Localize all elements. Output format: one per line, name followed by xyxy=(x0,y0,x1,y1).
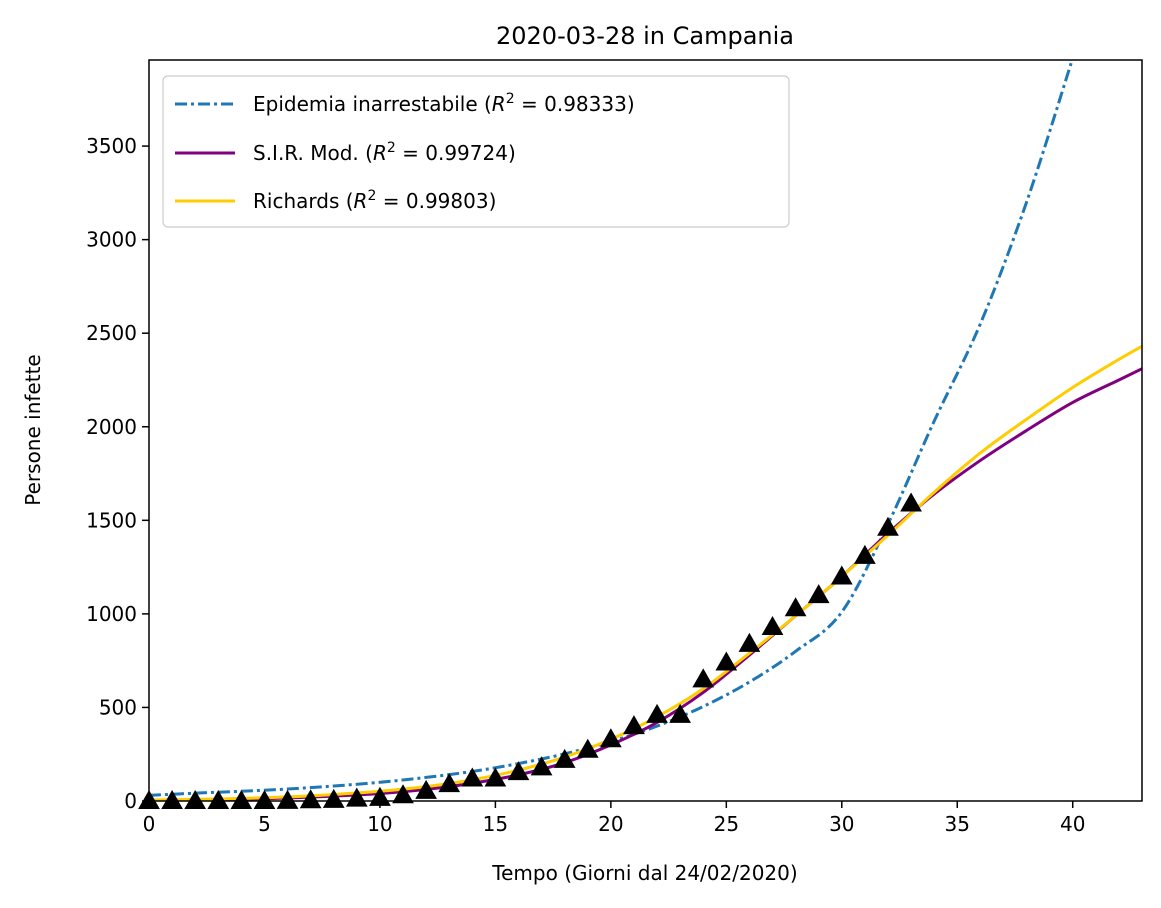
plot-frame xyxy=(148,59,1143,802)
observed-point xyxy=(761,615,784,635)
y-tick-label: 3500 xyxy=(86,134,137,158)
observed-point xyxy=(161,789,183,809)
y-tick-label: 3000 xyxy=(86,228,137,252)
legend-label-richards: Richards xyxy=(253,189,339,213)
legend-label-exponential: Epidemia inarrestabile xyxy=(253,92,478,116)
plot-area xyxy=(138,59,1143,809)
y-tick-label: 2500 xyxy=(86,321,137,345)
observed-point xyxy=(807,584,830,604)
y-axis: 0 500 1000 1500 2000 2500 3000 3500 xyxy=(86,134,149,813)
observed-point xyxy=(392,784,414,804)
observed-point xyxy=(530,756,553,776)
x-tick-label: 25 xyxy=(714,812,739,836)
x-tick-label: 10 xyxy=(367,812,392,836)
x-tick-label: 30 xyxy=(829,812,854,836)
svg-text:Richards (R2 = 0.99803): Richards (R2 = 0.99803) xyxy=(253,188,496,213)
svg-text:S.I.R. Mod. (R2 = 0.99724): S.I.R. Mod. (R2 = 0.99724) xyxy=(253,140,516,165)
x-tick-label: 40 xyxy=(1060,812,1085,836)
x-axis-label: Tempo (Giorni dal 24/02/2020) xyxy=(491,861,797,885)
x-tick-label: 5 xyxy=(258,812,271,836)
observed-point xyxy=(484,767,507,787)
observed-point xyxy=(599,728,622,748)
y-tick-label: 0 xyxy=(124,789,137,813)
x-axis: 0 5 10 15 20 25 30 35 40 xyxy=(143,801,1085,836)
observed-point xyxy=(854,544,876,564)
observed-point xyxy=(784,597,807,617)
observed-point xyxy=(415,779,437,799)
legend-r2-richards: 0.99803 xyxy=(406,189,489,213)
x-tick-label: 35 xyxy=(945,812,970,836)
legend-r2-exponential: 0.98333 xyxy=(544,92,627,116)
observed-point xyxy=(576,738,599,758)
y-axis-label: Persone infette xyxy=(21,354,45,505)
observed-point xyxy=(438,773,461,793)
observed-point xyxy=(507,761,530,781)
legend-frame xyxy=(162,75,790,228)
svg-text:Epidemia inarrestabile (R2 = 0: Epidemia inarrestabile (R2 = 0.98333) xyxy=(253,91,635,116)
legend-entry-richards: Richards (R2 = 0.99803) xyxy=(175,188,496,213)
series-line-exponential xyxy=(149,60,1074,797)
y-tick-label: 1000 xyxy=(86,602,137,626)
observed-point xyxy=(299,789,322,809)
legend-r2-sir: 0.99724 xyxy=(425,141,508,165)
observed-point xyxy=(322,788,345,808)
observed-point xyxy=(207,789,230,809)
observed-point xyxy=(461,767,484,787)
observed-point xyxy=(715,651,738,671)
observed-point xyxy=(692,668,715,688)
observed-point xyxy=(553,748,576,768)
legend-label-sir: S.I.R. Mod. xyxy=(253,141,359,165)
y-tick-label: 1500 xyxy=(86,508,137,532)
observed-point xyxy=(623,715,645,735)
observed-point xyxy=(230,789,253,809)
observed-point xyxy=(669,703,692,723)
observed-point xyxy=(184,789,207,809)
observed-point xyxy=(738,632,761,652)
observed-point xyxy=(900,492,922,512)
observed-point xyxy=(646,703,668,723)
y-tick-label: 2000 xyxy=(86,415,137,439)
legend-entry-exponential: Epidemia inarrestabile (R2 = 0.98333) xyxy=(175,91,635,116)
x-tick-label: 20 xyxy=(598,812,623,836)
observed-point xyxy=(253,789,276,809)
y-tick-label: 500 xyxy=(99,695,137,719)
observed-point xyxy=(830,565,853,585)
x-tick-label: 15 xyxy=(483,812,508,836)
legend-entry-sir: S.I.R. Mod. (R2 = 0.99724) xyxy=(175,140,516,165)
legend: Epidemia inarrestabile (R2 = 0.98333) S.… xyxy=(162,75,790,228)
observed-point xyxy=(276,789,299,809)
observed-point xyxy=(877,516,899,536)
x-tick-label: 0 xyxy=(143,812,156,836)
chart-title: 2020-03-28 in Campania xyxy=(496,22,794,50)
